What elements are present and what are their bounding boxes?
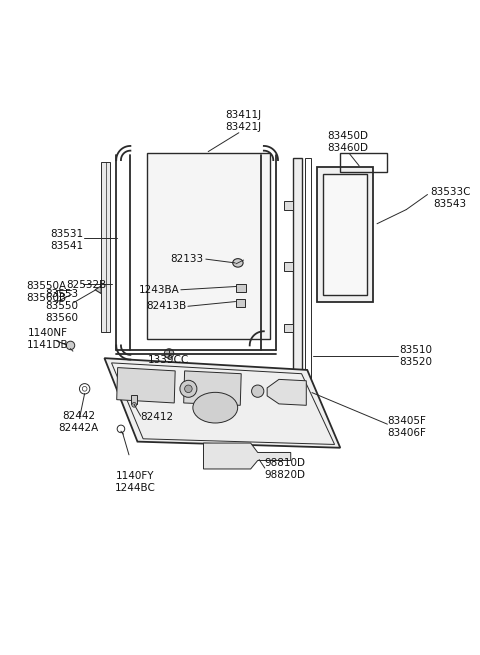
Polygon shape <box>267 379 306 405</box>
Text: 82133: 82133 <box>170 254 204 264</box>
Circle shape <box>164 348 174 358</box>
Polygon shape <box>284 263 293 271</box>
Text: 83510
83520: 83510 83520 <box>399 345 432 367</box>
Text: 82532B: 82532B <box>67 280 107 290</box>
Polygon shape <box>147 153 269 339</box>
Text: 83533C
83543: 83533C 83543 <box>430 187 470 209</box>
Bar <box>293 158 301 384</box>
Bar <box>305 158 311 384</box>
Text: 83405F
83406F: 83405F 83406F <box>387 415 426 438</box>
Text: 83531
83541: 83531 83541 <box>50 229 83 252</box>
Text: 83450D
83460D: 83450D 83460D <box>327 131 368 153</box>
Polygon shape <box>323 174 367 295</box>
Text: 83411J
83421J: 83411J 83421J <box>226 110 262 132</box>
Polygon shape <box>317 167 373 301</box>
Polygon shape <box>284 201 293 210</box>
Text: 1243BA: 1243BA <box>139 285 180 295</box>
Ellipse shape <box>233 259 243 267</box>
Circle shape <box>180 381 197 398</box>
Text: 82442
82442A: 82442 82442A <box>59 411 98 433</box>
Circle shape <box>185 385 192 392</box>
Bar <box>101 162 109 332</box>
Polygon shape <box>284 324 293 332</box>
Polygon shape <box>95 286 101 293</box>
Circle shape <box>252 385 264 398</box>
Text: 1339CC: 1339CC <box>147 355 189 365</box>
Polygon shape <box>184 371 241 405</box>
Text: 83553
83550
83560: 83553 83550 83560 <box>46 290 79 324</box>
Polygon shape <box>117 367 175 403</box>
Bar <box>237 284 246 292</box>
Bar <box>131 396 137 404</box>
Ellipse shape <box>193 392 238 423</box>
Circle shape <box>66 341 75 350</box>
Text: 82412: 82412 <box>140 412 173 422</box>
Text: 1140NF
1141DB: 1140NF 1141DB <box>26 328 68 350</box>
Text: 83550A
83560B: 83550A 83560B <box>26 281 67 303</box>
Bar <box>236 299 245 307</box>
Circle shape <box>132 402 136 407</box>
Text: 98810D
98820D: 98810D 98820D <box>265 458 306 480</box>
Text: 82413B: 82413B <box>147 301 187 311</box>
Polygon shape <box>105 358 340 448</box>
Text: 1140FY
1244BC: 1140FY 1244BC <box>115 472 156 493</box>
Polygon shape <box>204 443 291 469</box>
